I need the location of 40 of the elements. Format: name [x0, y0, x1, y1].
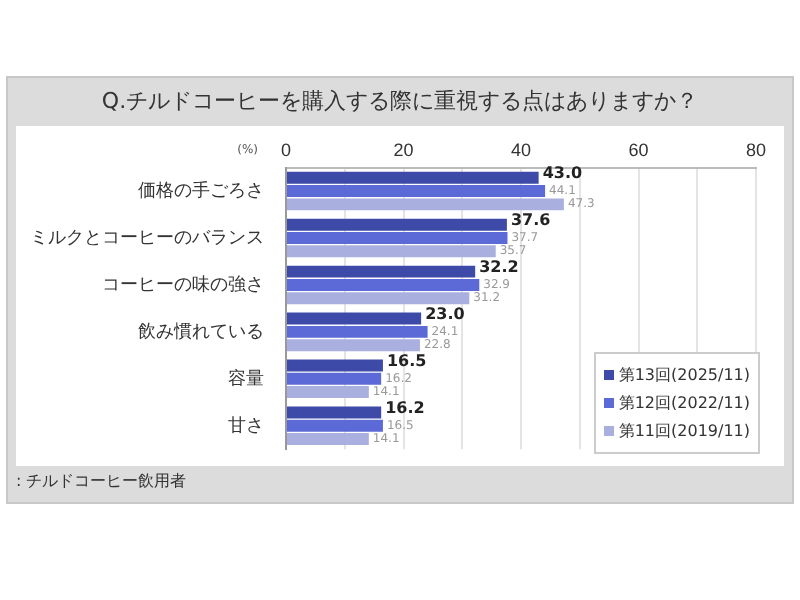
- data-label: 16.5: [386, 351, 428, 370]
- bar: [287, 185, 546, 198]
- y-tick-label: ミルクとコーヒーのバランス: [30, 226, 264, 247]
- x-tick-label: 60: [628, 139, 649, 160]
- data-label: 23.0: [425, 304, 466, 323]
- bar: [287, 278, 480, 291]
- bar: [287, 386, 369, 399]
- legend-label: 第11回(2019/11): [616, 420, 750, 442]
- y-tick-label: 飲み慣れている: [138, 320, 264, 341]
- y-tick-label: 容量: [228, 367, 264, 388]
- data-label: 16.2: [385, 398, 425, 417]
- x-tick-label: 0: [280, 139, 292, 160]
- bar: [287, 419, 383, 432]
- bar: [287, 359, 383, 372]
- bar: [287, 245, 496, 258]
- y-tick-label: 価格の手ごろさ: [138, 180, 264, 201]
- x-tick-label: 20: [393, 139, 414, 160]
- y-tick-label: コーヒーの味の強さ: [102, 273, 264, 294]
- x-tick-label: 80: [745, 139, 767, 160]
- bar: [287, 433, 369, 446]
- bar: [287, 312, 422, 325]
- bar: [287, 265, 476, 278]
- chart-title: Q.チルドコーヒーを購入する際に重視する点はありますか？: [99, 86, 701, 118]
- text: : チルドコーヒー飲用者: [14, 470, 189, 494]
- data-label: 32.2: [479, 257, 519, 276]
- legend-label: 第12回(2022/11): [616, 392, 750, 414]
- bar: [287, 171, 539, 184]
- bar: [287, 406, 382, 419]
- bar: [287, 372, 382, 385]
- bar: [287, 325, 428, 338]
- bar: [287, 218, 507, 231]
- bar: [287, 198, 564, 211]
- data-label: 43.0: [542, 163, 583, 182]
- bar: [287, 292, 470, 305]
- legend-label: 第13回(2025/11): [616, 364, 750, 386]
- x-tick-label: 40: [510, 139, 532, 160]
- bar: [287, 232, 508, 244]
- data-label: 37.6: [510, 210, 552, 229]
- bar: [287, 339, 420, 352]
- y-tick-label: 甘さ: [228, 414, 264, 435]
